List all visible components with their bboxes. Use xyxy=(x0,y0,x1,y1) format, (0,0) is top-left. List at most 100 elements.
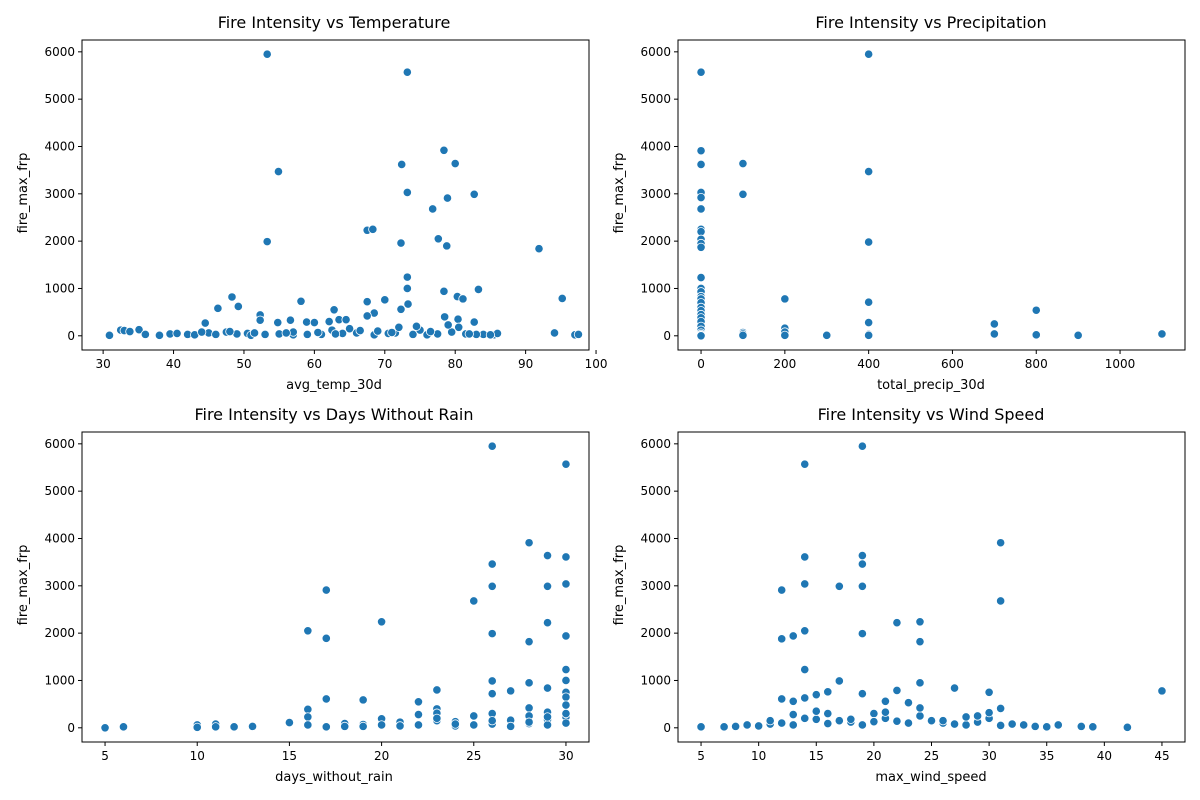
x-tick-label: 40 xyxy=(1097,749,1112,763)
y-tick-label: 4000 xyxy=(640,139,671,153)
data-point xyxy=(469,596,479,606)
chart-title: Fire Intensity vs Wind Speed xyxy=(818,405,1045,424)
y-axis-label: fire_max_frp xyxy=(612,153,627,234)
data-point xyxy=(811,690,821,700)
y-tick-label: 6000 xyxy=(640,45,671,59)
data-point xyxy=(984,708,994,718)
chart-title: Fire Intensity vs Days Without Rain xyxy=(194,405,473,424)
x-tick-label: 25 xyxy=(466,749,481,763)
data-point xyxy=(262,237,272,247)
x-tick-label: 40 xyxy=(166,357,181,371)
data-point xyxy=(857,559,867,569)
x-axis-label: max_wind_speed xyxy=(875,770,986,785)
data-point xyxy=(561,552,571,562)
data-point xyxy=(788,696,798,706)
data-point xyxy=(373,326,383,336)
data-point xyxy=(362,311,372,321)
data-point xyxy=(823,718,833,729)
data-point xyxy=(1073,330,1083,340)
data-point xyxy=(454,322,464,332)
x-tick-label: 800 xyxy=(1025,357,1048,371)
data-point xyxy=(938,716,948,726)
data-point xyxy=(487,629,497,639)
data-point xyxy=(719,722,729,732)
data-point xyxy=(487,716,497,726)
data-point xyxy=(857,629,867,639)
data-point xyxy=(561,709,571,719)
data-point xyxy=(330,329,341,339)
data-point xyxy=(313,327,323,338)
data-point xyxy=(846,714,856,724)
data-point xyxy=(857,441,867,451)
data-point xyxy=(285,315,296,325)
y-tick-label: 2000 xyxy=(44,626,75,640)
data-point xyxy=(172,328,182,339)
data-point xyxy=(857,689,867,699)
data-point xyxy=(864,237,874,247)
data-point xyxy=(229,722,239,732)
data-point xyxy=(428,204,438,214)
data-point xyxy=(213,303,223,313)
data-point xyxy=(696,242,706,252)
data-point xyxy=(696,272,706,283)
data-point xyxy=(255,315,265,325)
data-point xyxy=(249,328,260,338)
data-point xyxy=(788,709,798,720)
data-point xyxy=(1076,721,1086,731)
data-point xyxy=(561,675,571,686)
data-point xyxy=(469,711,479,721)
data-point xyxy=(487,676,497,686)
x-tick-label: 0 xyxy=(697,357,705,371)
x-axis-label: total_precip_30d xyxy=(877,378,985,393)
y-tick-label: 4000 xyxy=(44,139,75,153)
data-point xyxy=(227,292,237,302)
data-point xyxy=(321,633,331,643)
data-point xyxy=(1122,722,1132,732)
data-point xyxy=(996,720,1006,731)
y-tick-label: 2000 xyxy=(640,626,671,640)
data-point xyxy=(696,722,706,732)
data-point xyxy=(696,227,706,237)
data-point xyxy=(880,696,891,706)
data-point xyxy=(397,159,407,170)
data-point xyxy=(864,49,874,59)
y-tick-label: 1000 xyxy=(44,673,75,687)
data-point xyxy=(915,678,925,688)
y-tick-label: 0 xyxy=(663,329,671,343)
data-point xyxy=(433,234,443,244)
data-point xyxy=(780,294,790,304)
data-point xyxy=(302,329,312,339)
data-point xyxy=(324,317,334,327)
data-point xyxy=(696,204,706,214)
data-point xyxy=(303,720,313,730)
x-tick-label: 5 xyxy=(697,749,705,763)
y-tick-label: 1000 xyxy=(640,281,671,295)
y-tick-label: 1000 xyxy=(640,673,671,687)
y-tick-label: 0 xyxy=(663,721,671,735)
data-point xyxy=(996,538,1006,548)
data-point xyxy=(1042,722,1052,732)
data-point xyxy=(561,718,571,728)
data-point xyxy=(834,716,844,726)
data-point xyxy=(949,719,960,729)
data-point xyxy=(473,284,484,295)
data-point xyxy=(864,330,874,340)
plot-frame xyxy=(677,39,1186,351)
x-tick-label: 25 xyxy=(924,749,939,763)
data-point xyxy=(524,717,534,727)
plot-frame xyxy=(81,39,590,351)
x-tick-label: 20 xyxy=(374,749,389,763)
data-point xyxy=(696,67,706,77)
x-tick-label: 20 xyxy=(866,749,881,763)
data-point xyxy=(487,689,497,699)
data-point xyxy=(561,700,571,710)
x-tick-label: 35 xyxy=(1039,749,1054,763)
x-tick-label: 30 xyxy=(558,749,573,763)
data-point xyxy=(915,637,925,647)
data-point xyxy=(524,637,534,647)
data-point xyxy=(309,317,319,328)
y-tick-label: 2000 xyxy=(640,234,671,248)
data-point xyxy=(485,330,496,340)
plot-frame xyxy=(81,431,590,743)
y-tick-label: 5000 xyxy=(640,92,671,106)
